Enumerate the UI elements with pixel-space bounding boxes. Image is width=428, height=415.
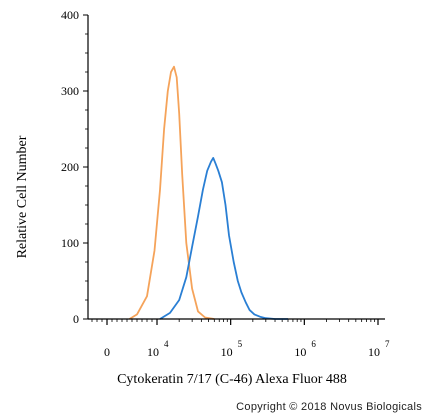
y-tick-label: 300 [61,84,79,98]
y-axis-title: Relative Cell Number [15,135,30,258]
x-tick-exponent: 7 [385,339,390,349]
y-tick-label: 400 [61,8,79,22]
x-axis-title: Cytokeratin 7/17 (C-46) Alexa Fluor 488 [117,372,347,387]
y-tick-label: 200 [61,160,79,174]
y-tick-label: 100 [61,236,79,250]
x-tick-label: 10 [294,345,306,359]
series-layer [129,65,288,320]
y-tick-label: 0 [73,312,79,326]
x-tick-label: 10 [368,345,380,359]
x-axis-ticks: 0 10 4 10 5 10 6 10 7 [91,319,390,359]
x-tick-exponent: 4 [164,339,169,349]
x-tick-label: 0 [104,345,110,359]
x-tick-exponent: 6 [311,339,316,349]
copyright-notice: Copyright © 2018 Novus Biologicals [236,401,422,413]
x-tick-label: 10 [221,345,233,359]
y-axis-ticks: 0 100 200 300 400 [61,8,88,326]
x-tick-label: 10 [147,345,159,359]
histogram-series-2 [159,157,288,320]
histogram-series-1 [129,65,215,320]
x-tick-exponent: 5 [238,339,243,349]
